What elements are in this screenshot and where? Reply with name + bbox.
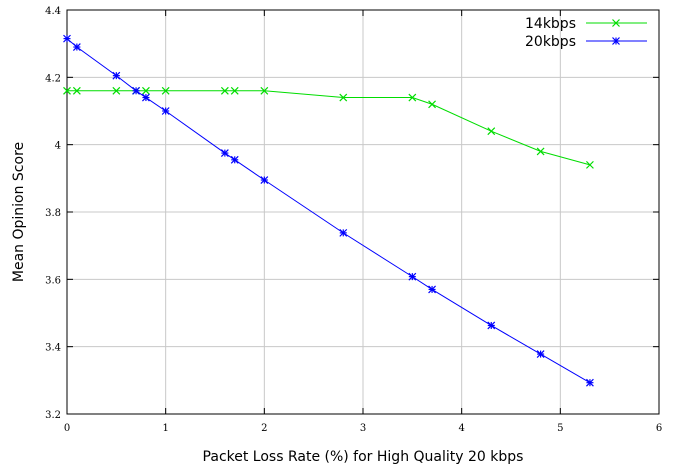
data-point — [339, 228, 348, 237]
x-tick-label: 4 — [458, 423, 464, 434]
data-point — [260, 176, 269, 184]
legend: 14kbps 20kbps — [525, 16, 647, 50]
x-tick-label: 6 — [656, 423, 662, 434]
x-tick-label: 0 — [64, 423, 70, 434]
x-tick-label: 2 — [261, 423, 267, 434]
series-group — [63, 34, 594, 387]
legend-marker — [612, 37, 620, 45]
data-point — [220, 149, 229, 158]
grid — [67, 10, 659, 414]
y-tick-label: 3.6 — [45, 275, 61, 286]
data-point — [260, 86, 269, 95]
legend-item-14kbps: 14kbps — [525, 16, 647, 32]
legend-item-20kbps: 20kbps — [525, 34, 647, 50]
data-point — [142, 93, 150, 102]
axis-ticks: 0 1 2 3 4 5 6 3.2 3.4 3.6 3.8 4 4.2 4.4 — [45, 6, 662, 434]
data-point — [408, 93, 417, 102]
data-point — [339, 93, 348, 102]
x-tick-label: 3 — [360, 423, 366, 434]
data-point — [586, 378, 594, 387]
series-14kbps — [63, 86, 594, 169]
data-point — [63, 86, 71, 95]
y-tick-label: 4.2 — [45, 73, 61, 84]
data-point — [408, 272, 417, 281]
data-point — [536, 147, 545, 156]
legend-marker — [612, 19, 620, 27]
data-point — [161, 86, 170, 95]
data-point — [230, 155, 239, 164]
data-point — [72, 43, 81, 51]
data-point — [428, 285, 436, 294]
y-tick-label: 3.8 — [45, 208, 61, 219]
data-point — [142, 86, 150, 95]
data-point — [536, 350, 545, 358]
series-20kbps — [63, 34, 594, 387]
data-point — [428, 100, 436, 109]
data-point — [112, 86, 121, 95]
y-axis-label: Mean Opinion Score — [11, 142, 27, 282]
y-tick-label: 3.2 — [45, 410, 61, 421]
data-point — [220, 86, 229, 95]
y-tick-label: 4.4 — [45, 6, 61, 17]
y-tick-label: 3.4 — [45, 343, 61, 354]
y-tick-label: 4 — [55, 141, 61, 152]
data-point — [112, 71, 121, 80]
data-point — [132, 86, 140, 95]
series-line — [67, 90, 591, 166]
legend-label: 20kbps — [525, 34, 576, 50]
x-tick-label: 1 — [162, 423, 168, 434]
data-point — [586, 160, 594, 169]
data-point — [161, 107, 170, 115]
data-point — [230, 86, 239, 95]
data-point — [487, 127, 496, 136]
data-point — [72, 86, 81, 95]
data-point — [63, 34, 71, 43]
data-point — [487, 321, 496, 330]
x-axis-label: Packet Loss Rate (%) for High Quality 20… — [203, 449, 524, 465]
legend-label: 14kbps — [525, 16, 576, 32]
x-tick-label: 5 — [557, 423, 563, 434]
